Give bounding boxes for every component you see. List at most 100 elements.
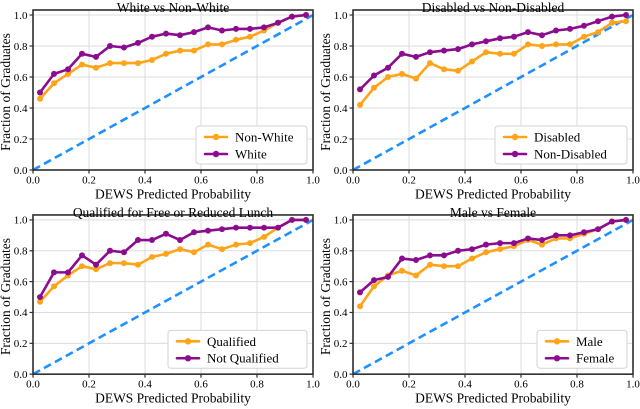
plot-border <box>32 214 314 375</box>
chart-male-vs-female: 0.0 0.2 0.4 0.6 0.8 1.0 0.0 0.2 0.4 0.6 0.8 1.0 Male… <box>320 205 640 409</box>
data-point-marker <box>539 43 545 49</box>
data-point-marker <box>525 235 531 242</box>
plot-border <box>352 214 634 375</box>
legend-label: Not Qualified <box>207 351 279 366</box>
data-point-marker <box>413 272 419 279</box>
data-point-marker <box>595 226 601 233</box>
y-tick-label: 0.6 <box>334 72 348 84</box>
axis-ticks <box>29 14 314 174</box>
y-tick-label: 0.4 <box>334 307 348 319</box>
data-point-marker <box>595 18 601 25</box>
data-point-marker <box>567 41 573 48</box>
data-point-marker <box>525 41 531 48</box>
data-point-marker <box>553 27 559 34</box>
data-point-marker <box>65 70 71 77</box>
y-tick-label: 0.4 <box>14 307 28 319</box>
data-point-marker <box>441 252 447 259</box>
data-point-marker <box>37 298 43 305</box>
x-tick-label: 0.0 <box>26 175 40 187</box>
y-tick-label: 1.0 <box>14 215 28 227</box>
chart-white-vs-non-white: 0.0 0.2 0.4 0.6 0.8 1.0 0.0 0.2 0.4 0.6 0.8 1.0 Whit… <box>0 0 320 205</box>
plot-border <box>352 9 634 171</box>
y-tick-label: 0.8 <box>334 41 348 53</box>
data-point-marker <box>539 32 545 39</box>
legend-box <box>167 329 308 369</box>
y-tick-label: 0.8 <box>334 246 348 258</box>
legend-marker <box>212 133 220 141</box>
data-point-marker <box>93 266 99 273</box>
data-point-marker <box>51 70 57 77</box>
data-point-marker <box>539 241 545 248</box>
x-tick-label: 0.4 <box>138 379 152 391</box>
series-line <box>358 19 628 107</box>
data-point-marker <box>205 227 211 234</box>
data-point-marker <box>385 64 391 71</box>
y-tick-label: 0.0 <box>334 165 348 177</box>
diagonal-reference-line <box>32 218 314 376</box>
gridlines <box>353 214 634 375</box>
data-point-marker <box>93 53 99 60</box>
series-line <box>38 218 308 299</box>
axis-ticks <box>29 219 314 378</box>
axis-ticks <box>349 14 634 174</box>
data-point-marker <box>497 240 503 247</box>
x-axis-label: DEWS Predicted Probability <box>415 187 571 202</box>
data-point-marker <box>357 289 363 296</box>
data-point-marker <box>609 19 615 26</box>
data-point-marker <box>79 252 85 259</box>
data-point-marker <box>595 29 601 36</box>
x-tick-label: 0.6 <box>194 175 208 187</box>
data-point-marker <box>79 50 85 57</box>
data-point-marker <box>177 246 183 253</box>
data-point-marker <box>303 216 309 223</box>
chart-title: White vs Non-White <box>117 0 229 15</box>
data-point-marker <box>357 303 363 310</box>
data-point-marker <box>427 261 433 268</box>
data-point-marker <box>399 70 405 77</box>
data-point-marker <box>427 60 433 67</box>
legend-marker <box>553 355 561 362</box>
data-point-marker <box>303 12 309 18</box>
data-point-marker <box>469 246 475 253</box>
data-point-marker <box>79 263 85 270</box>
x-tick-label: 0.2 <box>402 379 416 391</box>
data-point-marker <box>121 249 127 256</box>
data-point-marker <box>233 224 239 231</box>
y-tick-label: 0.2 <box>14 338 28 350</box>
data-point-marker <box>511 50 517 57</box>
legend-label: Male <box>576 334 603 349</box>
data-point-marker <box>455 247 461 254</box>
data-point-marker <box>247 240 253 247</box>
data-point-marker <box>247 25 253 32</box>
data-point-marker <box>107 43 113 49</box>
data-point-marker <box>469 58 475 65</box>
data-point-marker <box>413 53 419 60</box>
x-tick-label: 0.2 <box>402 175 416 187</box>
legend: Disabled Non-Disabled <box>494 125 628 165</box>
y-tick-label: 0.4 <box>334 103 348 115</box>
y-tick-label: 0.4 <box>14 103 28 115</box>
y-tick-label: 0.0 <box>14 165 28 177</box>
data-point-marker <box>135 237 141 244</box>
data-point-marker <box>371 84 377 91</box>
x-tick-label: 0.4 <box>458 175 472 187</box>
legend-label: Female <box>576 351 614 366</box>
data-point-marker <box>233 36 239 43</box>
data-point-marker <box>539 237 545 244</box>
x-tick-label: 0.6 <box>514 379 528 391</box>
legend: Qualified Not Qualified <box>167 329 308 369</box>
y-tick-label: 1.0 <box>334 10 348 22</box>
data-point-marker <box>275 224 281 231</box>
series-male <box>357 216 629 310</box>
chart-canvas: 0.0 0.2 0.4 0.6 0.8 1.0 0.0 0.2 0.4 0.6 0.8 1.0 Male… <box>320 205 640 406</box>
data-point-marker <box>205 241 211 248</box>
data-point-marker <box>427 252 433 259</box>
data-point-marker <box>455 263 461 270</box>
series-female <box>357 216 629 296</box>
series-white <box>37 12 309 96</box>
data-point-marker <box>135 60 141 67</box>
y-tick-label: 0.0 <box>14 369 28 381</box>
legend-box <box>494 125 628 165</box>
data-point-marker <box>163 250 169 257</box>
y-axis-label: Fraction of Graduates <box>320 33 333 151</box>
